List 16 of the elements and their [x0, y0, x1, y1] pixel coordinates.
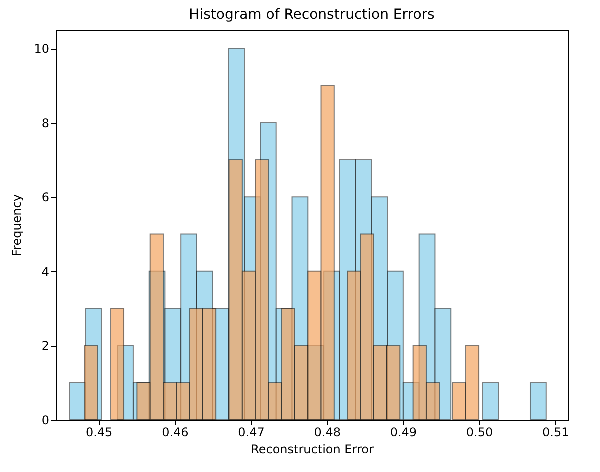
y-axis-title: Frequency — [10, 194, 24, 256]
x-tick-label: 0.50 — [466, 426, 494, 440]
y-tick-label: 2 — [42, 339, 50, 354]
y-tick-label: 10 — [34, 42, 50, 56]
x-tick-label: 0.49 — [390, 426, 418, 440]
y-tick-label: 0 — [42, 414, 50, 428]
x-tick-label: 0.46 — [162, 426, 189, 440]
y-tick-label: 8 — [42, 116, 50, 130]
x-tick-label: 0.47 — [238, 426, 265, 440]
y-tick-label: 4 — [42, 264, 50, 279]
y-tick-label: 6 — [42, 190, 50, 205]
x-tick-label: 0.51 — [542, 426, 570, 440]
x-tick-label: 0.48 — [314, 426, 341, 440]
x-tick-label: 0.45 — [86, 426, 113, 440]
x-axis-title: Reconstruction Error — [251, 442, 374, 456]
chart-title: Histogram of Reconstruction Errors — [189, 7, 435, 23]
